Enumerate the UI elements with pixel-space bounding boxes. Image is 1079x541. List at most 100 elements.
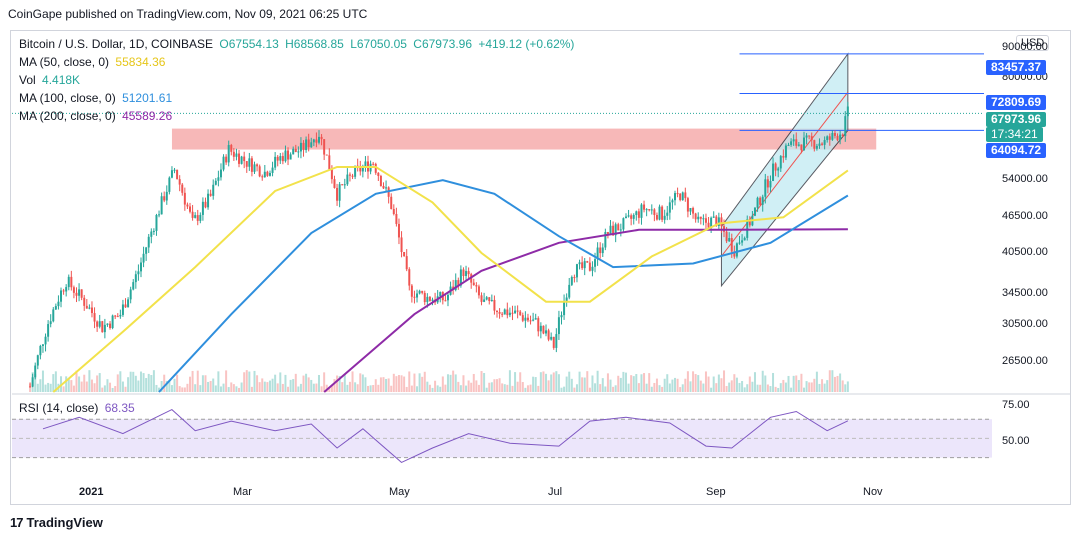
legend-symbol: Bitcoin / U.S. Dollar, 1D, COINBASE [19, 37, 214, 51]
candle-body [343, 184, 346, 186]
volume-bar [720, 378, 723, 392]
volume-bar [395, 376, 398, 392]
volume-bar [150, 375, 153, 392]
candle-body [792, 139, 795, 142]
candle-body [403, 252, 406, 257]
volume-bar [201, 375, 204, 392]
volume-bar [774, 386, 777, 392]
volume-bar [547, 380, 550, 392]
volume-bar [385, 378, 388, 392]
candle-body [488, 297, 491, 302]
candle-body [839, 134, 842, 141]
volume-bar [619, 377, 622, 392]
candle-body [186, 204, 189, 207]
volume-bar [663, 378, 666, 392]
candle-body [199, 214, 202, 221]
candle-body [643, 204, 646, 210]
candle-body [194, 215, 197, 218]
volume-bar [828, 370, 831, 392]
volume-bar [733, 374, 736, 392]
volume-bar [823, 383, 826, 392]
volume-bar [124, 386, 127, 392]
ma200-line [323, 228, 848, 393]
candle-body [90, 307, 93, 314]
candle-body [183, 192, 186, 205]
candle-body [204, 201, 207, 208]
candle-body [245, 161, 248, 167]
candle-body [496, 310, 498, 313]
candle-body [209, 193, 212, 196]
volume-bar [78, 376, 81, 392]
volume-bar [351, 371, 354, 392]
tradingview-logo[interactable]: 17 TradingView [10, 515, 103, 530]
legend-vol-row[interactable]: Vol 4.418K [19, 73, 80, 87]
currency-button[interactable]: USD [1016, 35, 1050, 51]
rsi-legend[interactable]: RSI (14, close) 68.35 [19, 401, 135, 415]
volume-bar [109, 382, 112, 392]
legend-ma100-row[interactable]: MA (100, close, 0) 51201.61 [19, 91, 172, 105]
candle-body [34, 365, 37, 378]
candle-body [111, 315, 114, 329]
candle-body [712, 216, 715, 218]
candle-body [379, 175, 382, 187]
volume-bar [281, 383, 284, 392]
candle-body [307, 139, 310, 148]
volume-bar [36, 383, 39, 392]
volume-bar [519, 372, 522, 392]
volume-bar [315, 383, 318, 392]
volume-bar [795, 375, 798, 392]
volume-bar [506, 384, 509, 392]
candle-body [715, 216, 718, 226]
candle-body [49, 321, 52, 325]
candle-body [119, 314, 122, 317]
volume-bar [470, 382, 473, 392]
candle-body [103, 324, 106, 333]
candle-body [109, 323, 112, 329]
candle-body [413, 296, 416, 298]
volume-bar [354, 382, 357, 392]
legend-high: H68568.85 [285, 37, 344, 51]
volume-bar [624, 372, 627, 392]
time-axis-label: Jul [548, 486, 563, 498]
time-axis-label: 2021 [79, 486, 104, 498]
candle-body [232, 151, 235, 157]
volume-bar [565, 376, 568, 392]
legend-close: C67973.96 [413, 37, 472, 51]
candle-body [573, 277, 576, 279]
volume-bar [116, 374, 119, 392]
candle-body [36, 355, 39, 366]
candle-body [557, 317, 560, 335]
volume-bar [90, 379, 93, 392]
volume-bar [250, 386, 253, 392]
candle-body [390, 196, 393, 210]
candle-body [508, 312, 511, 316]
candle-body [341, 184, 344, 186]
volume-bar [452, 370, 455, 392]
volume-bar [145, 378, 148, 392]
candle-body [539, 325, 542, 332]
volume-bar [196, 370, 199, 392]
volume-bar [317, 374, 320, 392]
volume-bar [769, 386, 772, 392]
legend-ma50-row[interactable]: MA (50, close, 0) 55834.36 [19, 55, 165, 69]
candle-body [354, 165, 357, 177]
volume-bar [266, 382, 269, 392]
candle-body [214, 180, 217, 185]
volume-bar [668, 383, 671, 392]
volume-bar [70, 380, 73, 392]
candle-body [702, 218, 705, 220]
volume-bar [839, 373, 842, 392]
volume-bar [356, 384, 359, 392]
volume-bar [764, 375, 767, 392]
volume-bar [287, 386, 290, 392]
volume-bar [475, 380, 478, 392]
candle-body [813, 140, 816, 149]
candle-body [606, 232, 609, 235]
candle-body [653, 209, 656, 215]
volume-bar [777, 387, 780, 392]
legend-ma200-row[interactable]: MA (200, close, 0) 45589.26 [19, 109, 172, 123]
candle-body [400, 237, 403, 253]
volume-bar [44, 384, 47, 392]
candle-body [72, 287, 75, 293]
